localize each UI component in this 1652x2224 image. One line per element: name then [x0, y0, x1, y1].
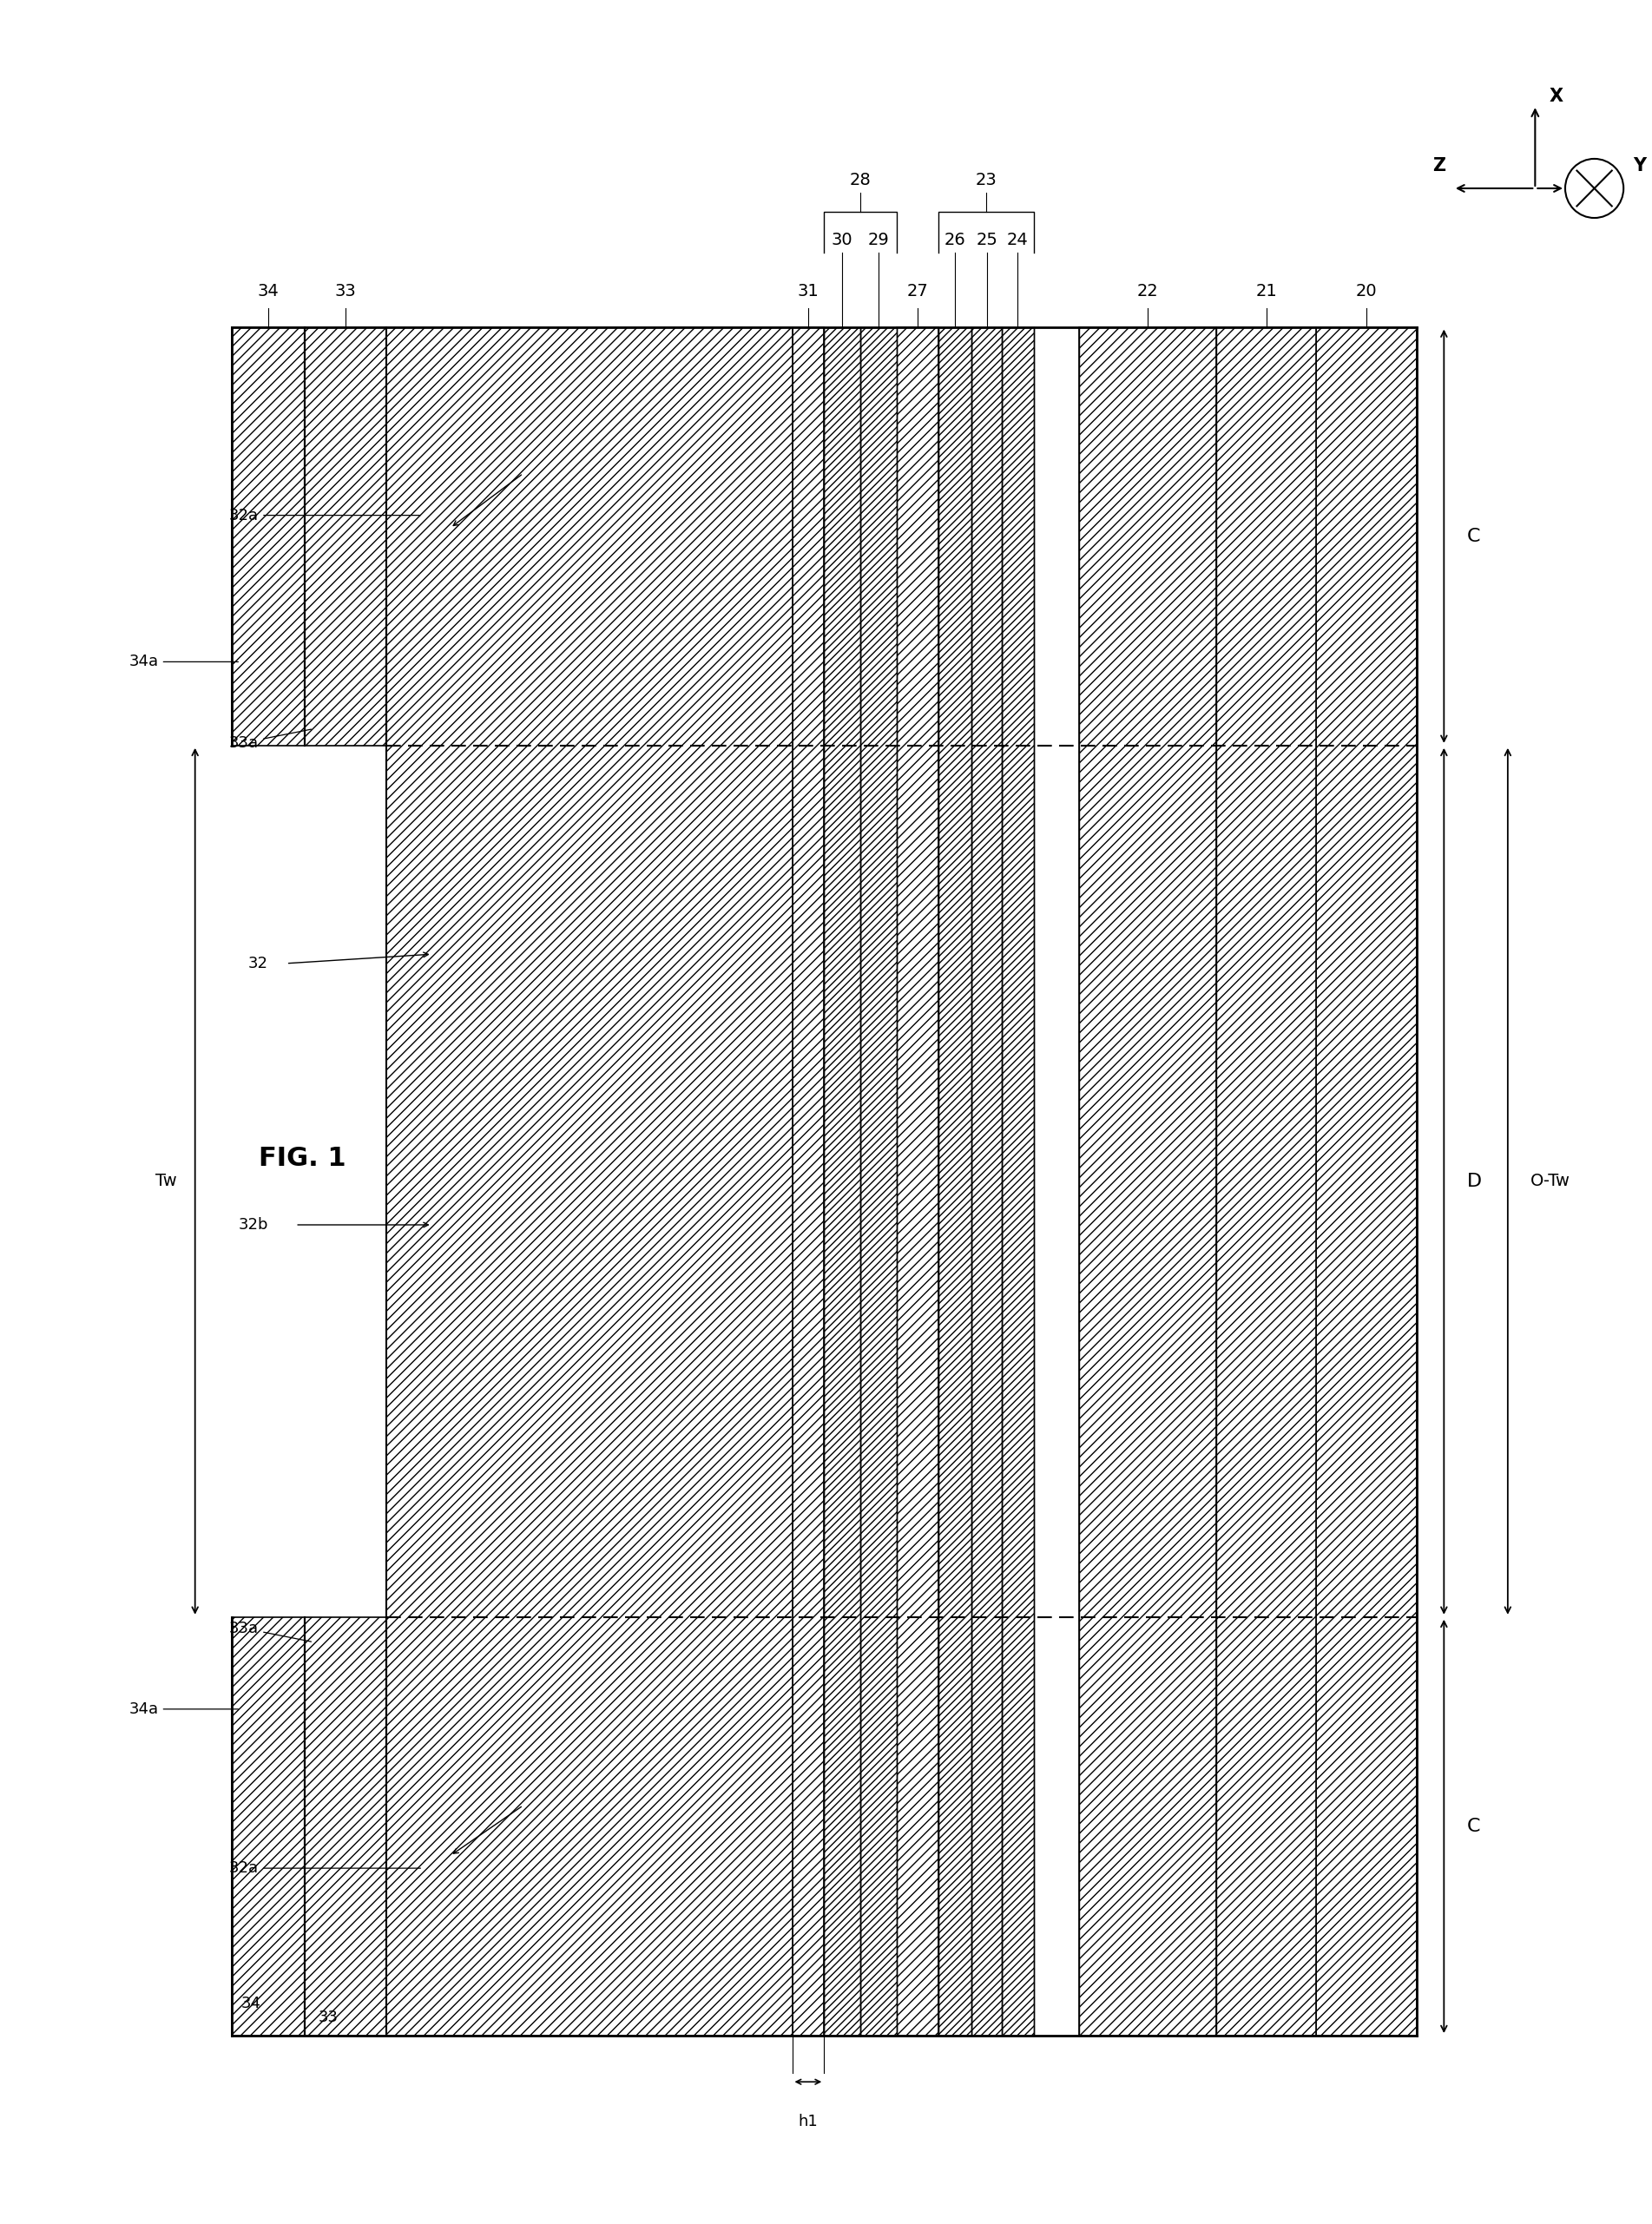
Text: 30: 30	[831, 231, 852, 249]
Text: 34a: 34a	[129, 654, 238, 669]
Polygon shape	[304, 1617, 387, 2035]
Text: 21: 21	[1256, 282, 1277, 300]
Text: 32a: 32a	[230, 507, 421, 523]
Text: 25: 25	[976, 231, 998, 249]
Polygon shape	[938, 327, 971, 2035]
Text: X: X	[1550, 87, 1563, 105]
Text: 33a: 33a	[230, 729, 311, 749]
Text: 33: 33	[319, 2008, 339, 2026]
Polygon shape	[861, 327, 897, 2035]
Polygon shape	[824, 327, 861, 2035]
Text: C: C	[1467, 527, 1480, 545]
Text: 29: 29	[867, 231, 889, 249]
Text: 28: 28	[849, 171, 871, 189]
Text: D: D	[1467, 1172, 1482, 1190]
Polygon shape	[1216, 327, 1317, 2035]
Text: h1: h1	[798, 2115, 818, 2131]
Text: 24: 24	[1008, 231, 1029, 249]
Text: 32b: 32b	[238, 1217, 268, 1232]
Polygon shape	[793, 327, 824, 2035]
Text: 34a: 34a	[129, 1701, 238, 1717]
Text: 33a: 33a	[230, 1621, 311, 1641]
Polygon shape	[1034, 327, 1079, 2035]
Text: FIG. 1: FIG. 1	[259, 1145, 347, 1170]
Text: 32: 32	[248, 956, 268, 972]
Text: 34: 34	[258, 282, 279, 300]
Text: 26: 26	[945, 231, 966, 249]
Polygon shape	[1317, 327, 1417, 2035]
Polygon shape	[387, 327, 793, 2035]
Polygon shape	[231, 1617, 304, 2035]
Text: 27: 27	[907, 282, 928, 300]
Text: 32a: 32a	[230, 1861, 421, 1877]
Text: 20: 20	[1356, 282, 1378, 300]
Polygon shape	[897, 327, 938, 2035]
Polygon shape	[971, 327, 1001, 2035]
Polygon shape	[304, 327, 387, 745]
Polygon shape	[1001, 327, 1034, 2035]
Text: Tw: Tw	[155, 1172, 177, 1190]
Text: 34: 34	[241, 1995, 261, 2010]
Text: Z: Z	[1432, 158, 1446, 173]
Text: O-Tw: O-Tw	[1530, 1172, 1571, 1190]
Polygon shape	[231, 327, 304, 745]
Polygon shape	[1079, 327, 1216, 2035]
Text: Y: Y	[1632, 158, 1645, 173]
Text: 23: 23	[975, 171, 996, 189]
Text: 22: 22	[1137, 282, 1158, 300]
Text: C: C	[1467, 1817, 1480, 1835]
Text: 33: 33	[335, 282, 357, 300]
Text: 31: 31	[798, 282, 819, 300]
